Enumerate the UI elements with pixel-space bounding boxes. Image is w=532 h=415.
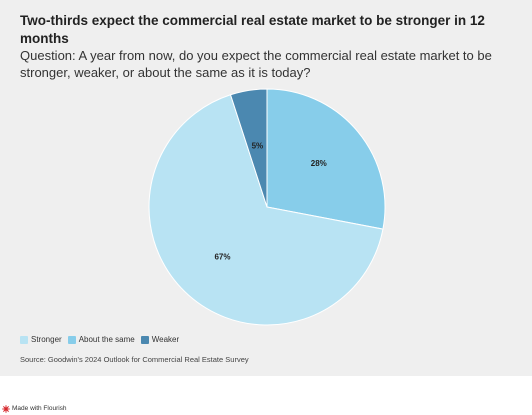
source-note: Source: Goodwin's 2024 Outlook for Comme…: [20, 355, 249, 364]
flourish-credit[interactable]: Made with Flourish: [2, 404, 67, 413]
flourish-logo-icon: [2, 404, 10, 413]
pie-slice-about-the-same[interactable]: [266, 88, 386, 230]
slice-label-stronger: 67%: [214, 253, 230, 262]
slice-label-about-the-same: 28%: [311, 159, 327, 168]
legend-label-stronger: Stronger: [31, 335, 62, 344]
pie-slice-weaker[interactable]: [229, 88, 268, 208]
legend-item-about-the-same[interactable]: About the same: [67, 334, 135, 345]
legend-item-weaker[interactable]: Weaker: [140, 334, 180, 345]
chart-card: Two-thirds expect the commercial real es…: [0, 0, 532, 376]
legend-label-weaker: Weaker: [151, 335, 180, 344]
chart-title: Two-thirds expect the commercial real es…: [20, 13, 485, 46]
pie-slice-stronger[interactable]: [148, 94, 384, 326]
credit-label: Made with Flourish: [12, 405, 67, 412]
pie-chart: 28% 67% 5%: [148, 88, 386, 326]
chart-subtitle: Question: A year from now, do you expect…: [20, 48, 492, 80]
legend-swatch-weaker: [140, 335, 149, 344]
legend-label-about-the-same: About the same: [78, 335, 135, 344]
legend-swatch-about-the-same: [67, 335, 76, 344]
legend-item-stronger[interactable]: Stronger: [20, 334, 62, 345]
legend-swatch-stronger: [20, 335, 28, 344]
legend: Stronger About the same Weaker: [20, 334, 185, 345]
slice-label-weaker: 5%: [252, 142, 264, 151]
